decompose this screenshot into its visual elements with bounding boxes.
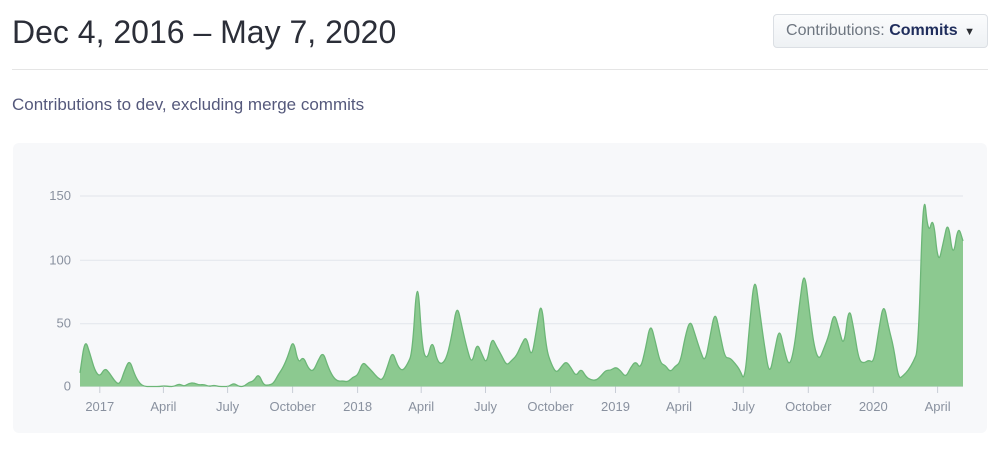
- svg-text:0: 0: [64, 379, 71, 394]
- svg-text:2018: 2018: [343, 399, 372, 414]
- svg-text:2020: 2020: [859, 399, 888, 414]
- svg-text:July: July: [216, 399, 240, 414]
- svg-text:50: 50: [57, 316, 71, 331]
- svg-text:April: April: [925, 399, 951, 414]
- svg-text:July: July: [732, 399, 756, 414]
- svg-text:150: 150: [49, 188, 71, 203]
- svg-text:October: October: [269, 399, 316, 414]
- svg-text:2019: 2019: [601, 399, 630, 414]
- svg-text:April: April: [666, 399, 692, 414]
- svg-text:2017: 2017: [85, 399, 114, 414]
- svg-text:October: October: [785, 399, 832, 414]
- svg-text:July: July: [474, 399, 498, 414]
- svg-text:April: April: [408, 399, 434, 414]
- svg-text:October: October: [527, 399, 574, 414]
- svg-text:April: April: [150, 399, 176, 414]
- svg-text:100: 100: [49, 252, 71, 267]
